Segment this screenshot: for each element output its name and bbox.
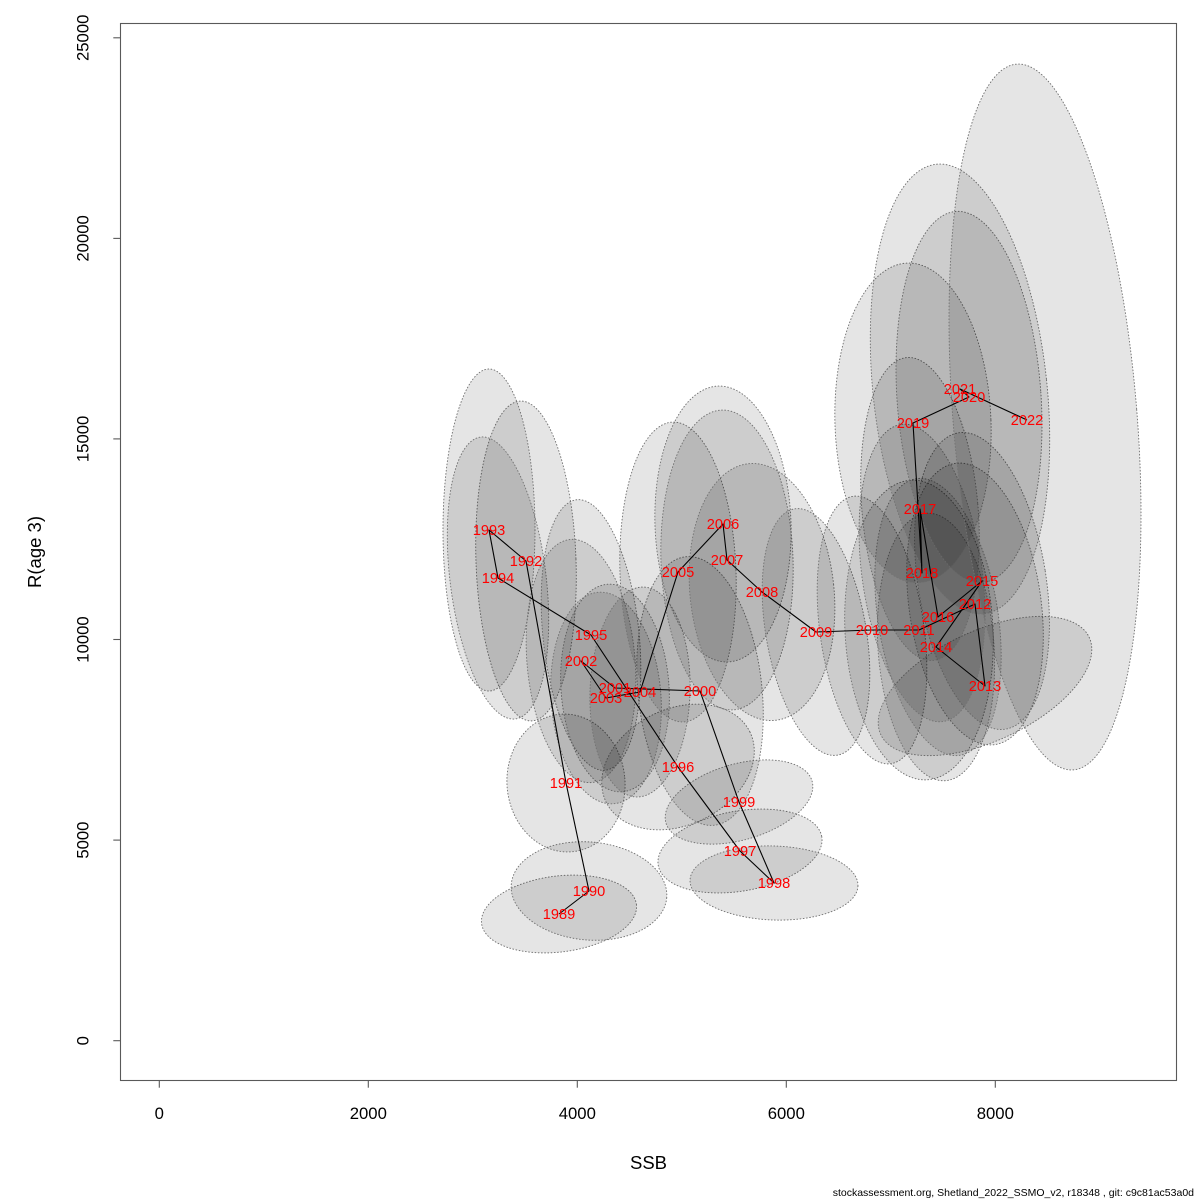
svg-text:2002: 2002	[565, 654, 597, 670]
svg-text:1992: 1992	[510, 554, 542, 570]
svg-text:2019: 2019	[897, 416, 929, 432]
svg-text:6000: 6000	[768, 1104, 805, 1123]
svg-text:2012: 2012	[959, 597, 991, 613]
svg-text:15000: 15000	[74, 416, 93, 462]
svg-text:8000: 8000	[977, 1104, 1014, 1123]
svg-text:1994: 1994	[482, 571, 514, 587]
svg-text:4000: 4000	[559, 1104, 596, 1123]
svg-text:2013: 2013	[969, 679, 1001, 695]
svg-text:20000: 20000	[74, 215, 93, 261]
svg-text:1990: 1990	[573, 884, 605, 900]
svg-text:2006: 2006	[707, 517, 739, 533]
svg-text:2003: 2003	[590, 691, 622, 707]
svg-text:2001: 2001	[599, 681, 631, 697]
svg-text:2007: 2007	[711, 553, 743, 569]
svg-text:1993: 1993	[473, 523, 505, 539]
svg-text:25000: 25000	[74, 15, 93, 61]
svg-text:2021: 2021	[944, 382, 976, 398]
svg-text:2015: 2015	[966, 574, 998, 590]
svg-text:2022: 2022	[1011, 413, 1043, 429]
svg-text:2004: 2004	[624, 685, 656, 701]
svg-text:2005: 2005	[662, 565, 694, 581]
svg-text:2010: 2010	[856, 623, 888, 639]
svg-text:1998: 1998	[758, 876, 790, 892]
svg-text:SSB: SSB	[630, 1152, 667, 1173]
svg-text:2000: 2000	[350, 1104, 387, 1123]
svg-text:2011: 2011	[903, 623, 934, 639]
svg-text:2014: 2014	[920, 640, 952, 656]
svg-text:10000: 10000	[74, 616, 93, 662]
svg-text:2020: 2020	[953, 390, 985, 406]
svg-text:0: 0	[155, 1104, 164, 1123]
svg-text:2018: 2018	[906, 566, 938, 582]
svg-text:2016: 2016	[922, 610, 954, 626]
svg-text:2009: 2009	[800, 625, 832, 641]
svg-text:1991: 1991	[550, 776, 582, 792]
svg-text:1995: 1995	[575, 628, 607, 644]
svg-text:R(age 3): R(age 3)	[24, 516, 45, 588]
svg-text:stockassessment.org, Shetland_: stockassessment.org, Shetland_2022_SSMO_…	[833, 1187, 1194, 1199]
svg-text:2008: 2008	[746, 585, 778, 601]
svg-text:0: 0	[74, 1036, 93, 1045]
svg-text:2000: 2000	[684, 684, 716, 700]
svg-text:1997: 1997	[724, 844, 756, 860]
svg-text:1996: 1996	[662, 760, 694, 776]
svg-text:5000: 5000	[74, 822, 93, 859]
svg-text:2017: 2017	[904, 502, 936, 518]
svg-text:1989: 1989	[543, 907, 575, 923]
svg-text:1999: 1999	[723, 795, 755, 811]
